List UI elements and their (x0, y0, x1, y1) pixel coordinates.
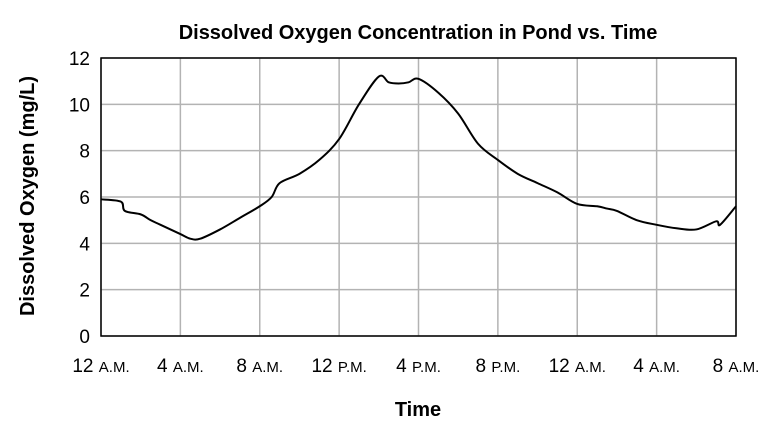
y-tick-label: 12 (69, 49, 90, 70)
x-tick-label: 4 P.M. (396, 356, 441, 377)
y-tick-label: 0 (79, 327, 90, 348)
x-axis-ticks: 12 A.M. 4 A.M. 8 A.M. 12 P.M. 4 P.M. 8 P.M. 12… (72, 356, 759, 377)
x-tick-label: 12 P.M. (311, 356, 366, 377)
series-line (100, 74, 737, 241)
plot-frame (100, 57, 737, 337)
x-tick-label: 4 A.M. (633, 356, 680, 377)
y-tick-label: 10 (69, 95, 90, 116)
x-tick-label: 8 P.M. (475, 356, 520, 377)
x-tick-label: 8 A.M. (236, 356, 283, 377)
gridlines (100, 57, 737, 337)
y-axis-title: Dissolved Oxygen (mg/L) (17, 76, 39, 316)
y-tick-label: 6 (79, 188, 90, 209)
chart-title: Dissolved Oxygen Concentration in Pond v… (179, 22, 658, 44)
y-tick-label: 4 (79, 234, 90, 255)
x-tick-label: 4 A.M. (157, 356, 204, 377)
x-axis-title: Time (395, 399, 441, 421)
y-axis-ticks: 0 2 4 6 8 10 12 (69, 49, 91, 348)
y-tick-label: 2 (79, 281, 90, 302)
y-tick-label: 8 (79, 142, 90, 163)
x-tick-label: 12 A.M. (549, 356, 606, 377)
x-tick-label: 12 A.M. (72, 356, 129, 377)
x-tick-label: 8 A.M. (713, 356, 760, 377)
